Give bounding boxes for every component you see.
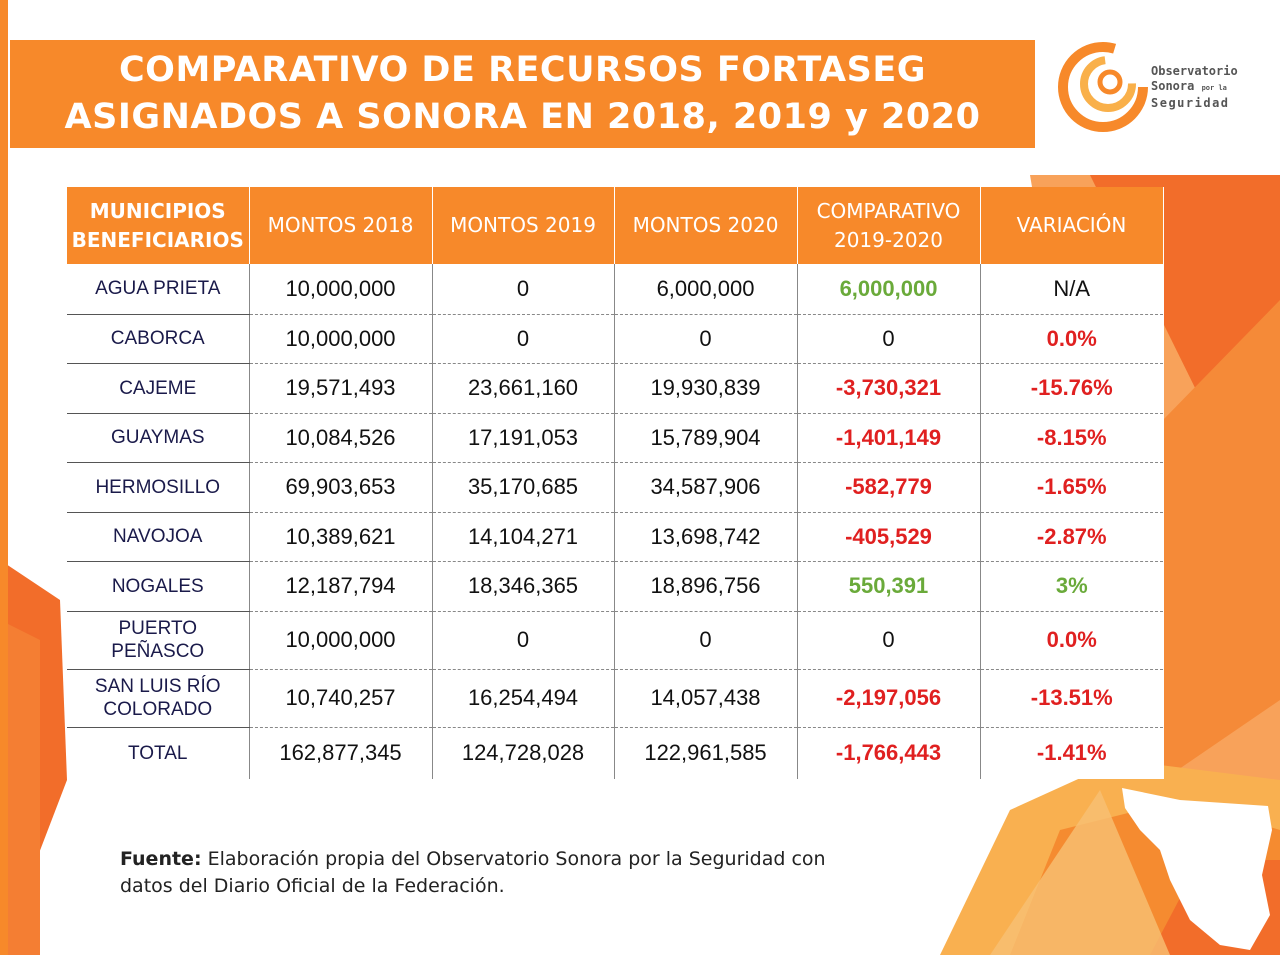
header-montos-2018: MONTOS 2018 — [249, 187, 433, 264]
observatorio-swirl-logo-icon — [1058, 42, 1148, 132]
comparativo-cell: -1,401,149 — [797, 413, 981, 463]
variacion-cell: -1.41% — [1036, 740, 1107, 766]
comparativo-cell: -1,766,443 — [797, 727, 981, 779]
monto-2020-cell: 18,896,756 — [614, 561, 798, 612]
monto-2018-cell: 10,000,000 — [249, 264, 433, 315]
variacion-cell: N/A — [980, 264, 1163, 315]
monto-2019-cell: 0 — [432, 611, 615, 670]
municipio-cell: HERMOSILLO — [67, 462, 250, 513]
logo-line-3: Seguridad — [1151, 96, 1230, 110]
monto-2019-cell: 18,346,365 — [432, 561, 615, 612]
monto-2018-cell: 10,740,257 — [249, 669, 433, 728]
monto-2020-cell: 13,698,742 — [614, 512, 798, 562]
header-municipios: MUNICIPIOS BENEFICIARIOS — [67, 187, 250, 264]
header-montos-2019: MONTOS 2019 — [432, 187, 615, 264]
table-row: CABORCA 10,000,000 0 0 0 0.0% — [67, 314, 1163, 364]
table-row: CAJEME 19,571,493 23,661,160 19,930,839 -3,7… — [67, 363, 1163, 414]
monto-2019-cell: 124,728,028 — [432, 727, 615, 779]
monto-2018-cell: 10,000,000 — [249, 611, 433, 670]
monto-2020-cell: 0 — [614, 314, 798, 364]
monto-2020-cell: 19,930,839 — [614, 363, 798, 414]
monto-2020-cell: 0 — [614, 611, 798, 670]
monto-2019-cell: 35,170,685 — [432, 462, 615, 513]
monto-2019-cell: 0 — [432, 314, 615, 364]
monto-2018-cell: 19,571,493 — [249, 363, 433, 414]
table-row: NAVOJOA 10,389,621 14,104,271 13,698,742 -40… — [67, 512, 1163, 562]
variacion-cell: 0.0% — [980, 314, 1163, 364]
comparativo-cell: -405,529 — [797, 512, 981, 562]
comparativo-cell: -3,730,321 — [797, 363, 981, 414]
monto-2020-cell: 34,587,906 — [614, 462, 798, 513]
variacion-cell: 0.0% — [980, 611, 1163, 670]
table-row: PUERTO PEÑASCO 10,000,000 0 0 0 0.0% — [67, 611, 1163, 670]
monto-2020-cell: 6,000,000 — [614, 264, 798, 315]
monto-2018-cell: 69,903,653 — [249, 462, 433, 513]
source-label: Fuente: — [120, 848, 202, 870]
table-body: AGUA PRIETA 10,000,000 0 6,000,000 6,000,000… — [67, 264, 1163, 779]
observatorio-logo: Observatorio Sonora por la Seguridad — [1058, 42, 1273, 132]
comparativo-cell: -2,197,056 — [797, 669, 981, 728]
monto-2018-cell: 10,084,526 — [249, 413, 433, 463]
comparativo-cell: 6,000,000 — [797, 264, 981, 315]
logo-text: Observatorio Sonora por la Seguridad — [1151, 64, 1238, 111]
comparativo-cell: 550,391 — [797, 561, 981, 612]
municipio-cell: NOGALES — [67, 561, 250, 612]
table-row: GUAYMAS 10,084,526 17,191,053 15,789,904 -1,… — [67, 413, 1163, 463]
table-row: NOGALES 12,187,794 18,346,365 18,896,756 550… — [67, 561, 1163, 612]
comparativo-cell: -582,779 — [797, 462, 981, 513]
source-text: Elaboración propia del Observatorio Sono… — [120, 848, 826, 897]
monto-2018-cell: 162,877,345 — [249, 727, 433, 779]
municipio-cell: CAJEME — [67, 363, 250, 414]
municipio-cell: AGUA PRIETA — [67, 264, 250, 315]
table-row: SAN LUIS RÍO COLORADO 10,740,257 16,254,49… — [67, 669, 1163, 728]
variacion-cell: -1.65% — [980, 462, 1163, 513]
variacion-cell: -13.51% — [980, 669, 1163, 728]
monto-2018-cell: 10,000,000 — [249, 314, 433, 364]
table-header-row: MUNICIPIOS BENEFICIARIOS MONTOS 2018 MON… — [67, 187, 1164, 264]
fortaseg-table: MUNICIPIOS BENEFICIARIOS MONTOS 2018 MON… — [67, 187, 1164, 779]
table-row: AGUA PRIETA 10,000,000 0 6,000,000 6,000,000… — [67, 264, 1163, 315]
municipio-cell: SAN LUIS RÍO COLORADO — [67, 669, 250, 728]
source-note: Fuente: Elaboración propia del Observato… — [120, 846, 880, 900]
header-variacion: VARIACIÓN — [980, 187, 1164, 264]
header-comparativo: COMPARATIVO 2019-2020 — [797, 187, 981, 264]
variacion-cell: -15.76% — [980, 363, 1163, 414]
table-row: HERMOSILLO 69,903,653 35,170,685 34,587,906… — [67, 462, 1163, 513]
title-banner: COMPARATIVO DE RECURSOS FORTASEG ASIGNAD… — [10, 40, 1035, 148]
monto-2020-cell: 122,961,585 — [614, 727, 798, 779]
monto-2020-cell: 14,057,438 — [614, 669, 798, 728]
municipio-cell: TOTAL — [67, 727, 250, 779]
page-title: COMPARATIVO DE RECURSOS FORTASEG ASIGNAD… — [64, 50, 981, 137]
comparativo-cell: 0 — [797, 314, 981, 364]
monto-2019-cell: 0 — [432, 264, 615, 315]
monto-2019-cell: 23,661,160 — [432, 363, 615, 414]
monto-2019-cell: 17,191,053 — [432, 413, 615, 463]
municipio-cell: CABORCA — [67, 314, 250, 364]
monto-2018-cell: 12,187,794 — [249, 561, 433, 612]
variacion-cell: -2.87% — [980, 512, 1163, 562]
header-montos-2020: MONTOS 2020 — [614, 187, 798, 264]
monto-2019-cell: 16,254,494 — [432, 669, 615, 728]
monto-2020-cell: 15,789,904 — [614, 413, 798, 463]
municipio-cell: GUAYMAS — [67, 413, 250, 463]
municipio-cell: NAVOJOA — [67, 512, 250, 562]
variacion-cell: -8.15% — [980, 413, 1163, 463]
logo-line-1: Observatorio — [1151, 64, 1238, 78]
variacion-cell: 3% — [980, 561, 1163, 612]
table-row: TOTAL 162,877,345 124,728,028 122,961,585 -1… — [67, 727, 1163, 779]
monto-2018-cell: 10,389,621 — [249, 512, 433, 562]
comparativo-cell: 0 — [797, 611, 981, 670]
logo-line-2: Sonora por la — [1151, 79, 1227, 93]
monto-2019-cell: 14,104,271 — [432, 512, 615, 562]
municipio-cell: PUERTO PEÑASCO — [67, 611, 250, 670]
